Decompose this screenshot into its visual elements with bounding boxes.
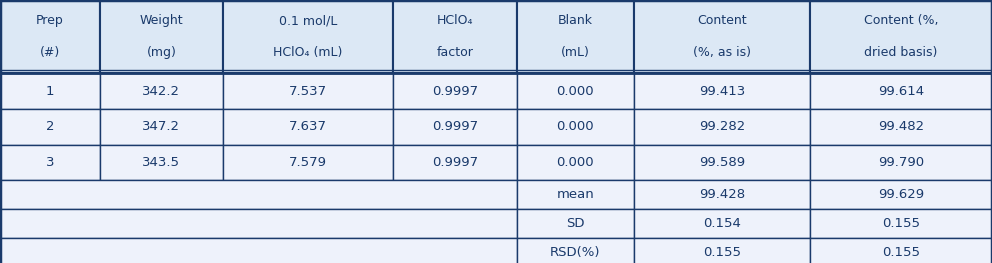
Text: (mL): (mL): [560, 46, 589, 59]
Bar: [100, 145, 223, 180]
Text: 0.000: 0.000: [557, 156, 594, 169]
Bar: [100, 109, 223, 145]
Text: 7.579: 7.579: [289, 156, 327, 169]
Text: 99.790: 99.790: [878, 156, 925, 169]
Bar: [517, 0, 634, 73]
Text: (#): (#): [40, 46, 61, 59]
Bar: [517, 238, 634, 263]
Text: 0.9997: 0.9997: [432, 85, 478, 98]
Bar: [0, 145, 100, 180]
Bar: [0, 0, 100, 73]
Bar: [100, 73, 223, 109]
Text: RSD(%): RSD(%): [550, 246, 600, 259]
Text: 99.413: 99.413: [698, 85, 745, 98]
Text: 0.155: 0.155: [882, 217, 920, 230]
Bar: [0, 209, 517, 238]
Text: 0.000: 0.000: [557, 85, 594, 98]
Bar: [634, 238, 810, 263]
Text: HClO₄ (mL): HClO₄ (mL): [274, 46, 343, 59]
Bar: [517, 145, 634, 180]
Bar: [0, 73, 100, 109]
Bar: [393, 0, 517, 73]
Bar: [810, 145, 992, 180]
Text: factor: factor: [436, 46, 473, 59]
Bar: [517, 180, 634, 209]
Bar: [223, 109, 393, 145]
Text: 99.428: 99.428: [699, 188, 745, 201]
Bar: [393, 109, 517, 145]
Text: 7.637: 7.637: [289, 120, 327, 133]
Bar: [100, 0, 223, 73]
Bar: [223, 0, 393, 73]
Bar: [517, 73, 634, 109]
Text: 99.614: 99.614: [878, 85, 925, 98]
Text: 0.9997: 0.9997: [432, 120, 478, 133]
Text: 342.2: 342.2: [143, 85, 181, 98]
Bar: [634, 109, 810, 145]
Bar: [634, 145, 810, 180]
Text: 0.155: 0.155: [882, 246, 920, 259]
Text: 0.000: 0.000: [557, 120, 594, 133]
Bar: [393, 145, 517, 180]
Text: 347.2: 347.2: [143, 120, 181, 133]
Text: 99.629: 99.629: [878, 188, 925, 201]
Bar: [223, 73, 393, 109]
Text: 1: 1: [46, 85, 55, 98]
Text: Content: Content: [697, 14, 747, 27]
Text: 3: 3: [46, 156, 55, 169]
Text: SD: SD: [566, 217, 584, 230]
Bar: [0, 238, 517, 263]
Text: 0.9997: 0.9997: [432, 156, 478, 169]
Bar: [634, 180, 810, 209]
Text: mean: mean: [557, 188, 594, 201]
Bar: [810, 180, 992, 209]
Text: Weight: Weight: [140, 14, 184, 27]
Bar: [0, 180, 517, 209]
Text: 99.282: 99.282: [698, 120, 745, 133]
Bar: [634, 0, 810, 73]
Text: Blank: Blank: [558, 14, 593, 27]
Text: 0.1 mol/L: 0.1 mol/L: [279, 14, 337, 27]
Bar: [517, 209, 634, 238]
Text: 343.5: 343.5: [143, 156, 181, 169]
Text: Prep: Prep: [36, 14, 63, 27]
Bar: [634, 73, 810, 109]
Text: 0.154: 0.154: [703, 217, 741, 230]
Text: Content (%,: Content (%,: [864, 14, 938, 27]
Bar: [810, 209, 992, 238]
Bar: [810, 238, 992, 263]
Text: (mg): (mg): [147, 46, 177, 59]
Bar: [810, 0, 992, 73]
Bar: [0, 109, 100, 145]
Text: dried basis): dried basis): [864, 46, 937, 59]
Text: 99.589: 99.589: [699, 156, 745, 169]
Bar: [517, 109, 634, 145]
Bar: [393, 73, 517, 109]
Bar: [634, 209, 810, 238]
Text: 99.482: 99.482: [878, 120, 925, 133]
Bar: [223, 145, 393, 180]
Text: 2: 2: [46, 120, 55, 133]
Text: 0.155: 0.155: [703, 246, 741, 259]
Text: 7.537: 7.537: [289, 85, 327, 98]
Bar: [810, 109, 992, 145]
Text: (%, as is): (%, as is): [693, 46, 751, 59]
Text: HClO₄: HClO₄: [436, 14, 473, 27]
Bar: [810, 73, 992, 109]
